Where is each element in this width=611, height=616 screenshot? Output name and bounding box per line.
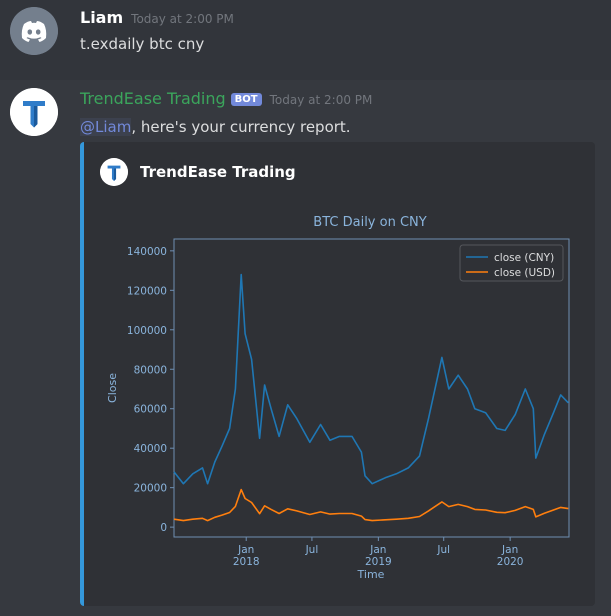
timestamp: Today at 2:00 PM (131, 12, 234, 26)
y-tick-label: 20000 (134, 483, 167, 495)
chart-lines (173, 273, 569, 522)
x-tick-label: Jul (436, 544, 450, 556)
y-axis-label: Close (106, 373, 119, 403)
discord-logo-icon (10, 7, 58, 55)
x-tick-label: Jan (501, 544, 518, 556)
y-tick-label: 80000 (134, 364, 167, 376)
chart-legend: close (CNY) close (USD) (459, 244, 564, 282)
btc-chart: BTC Daily on CNY 0 20000 40000 60000 80000 10… (106, 215, 570, 581)
embed-author: TrendEase Trading (100, 158, 296, 186)
timestamp: Today at 2:00 PM (269, 93, 373, 107)
y-tick-label: 60000 (134, 404, 167, 416)
y-tick-label: 0 (160, 522, 167, 534)
x-tick-sublabel: 2020 (497, 556, 524, 568)
trendease-logo-icon (100, 158, 128, 186)
user-mention[interactable]: @Liam (80, 118, 132, 136)
message-content: t.exdaily btc cny (80, 35, 205, 53)
message-content: @Liam, here's your currency report. (80, 118, 351, 136)
x-tick-label: Jan (369, 544, 386, 556)
x-tick-label: Jul (305, 544, 319, 556)
message-header: Liam Today at 2:00 PM (80, 8, 234, 27)
x-tick-label: Jan (237, 544, 254, 556)
chart-image[interactable]: BTC Daily on CNY 0 20000 40000 60000 80000 10… (92, 204, 572, 594)
user-avatar[interactable] (10, 7, 58, 55)
series-line (173, 488, 569, 522)
chart-title: BTC Daily on CNY (313, 215, 426, 230)
y-tick-label: 140000 (127, 246, 167, 258)
y-tick-label: 40000 (134, 443, 167, 455)
legend-label: close (CNY) (494, 252, 554, 264)
bot-username[interactable]: TrendEase Trading (80, 89, 226, 108)
y-tick-label: 120000 (127, 285, 167, 297)
username[interactable]: Liam (80, 8, 124, 27)
x-tick-sublabel: 2018 (233, 556, 260, 568)
message-liam: Liam Today at 2:00 PM t.exdaily btc cny (0, 0, 611, 80)
y-axis: 0 20000 40000 60000 80000 100000 120000 140000 (127, 246, 174, 534)
message-text: , here's your currency report. (131, 118, 351, 136)
embed-author-icon (100, 158, 128, 186)
embed-author-name[interactable]: TrendEase Trading (140, 163, 296, 181)
y-tick-label: 100000 (127, 325, 167, 337)
message-bot: TrendEase Trading BOT Today at 2:00 PM @… (0, 80, 611, 616)
embed: TrendEase Trading BTC Daily on CNY 0 2000… (80, 142, 595, 606)
bot-tag: BOT (230, 93, 262, 106)
series-line (173, 273, 569, 485)
plot-frame (173, 238, 570, 538)
trendease-logo-icon (10, 88, 58, 136)
x-axis-label: Time (357, 568, 385, 581)
x-tick-sublabel: 2019 (365, 556, 392, 568)
bot-avatar[interactable] (10, 88, 58, 136)
message-header: TrendEase Trading BOT Today at 2:00 PM (80, 89, 372, 108)
legend-label: close (USD) (494, 267, 555, 279)
